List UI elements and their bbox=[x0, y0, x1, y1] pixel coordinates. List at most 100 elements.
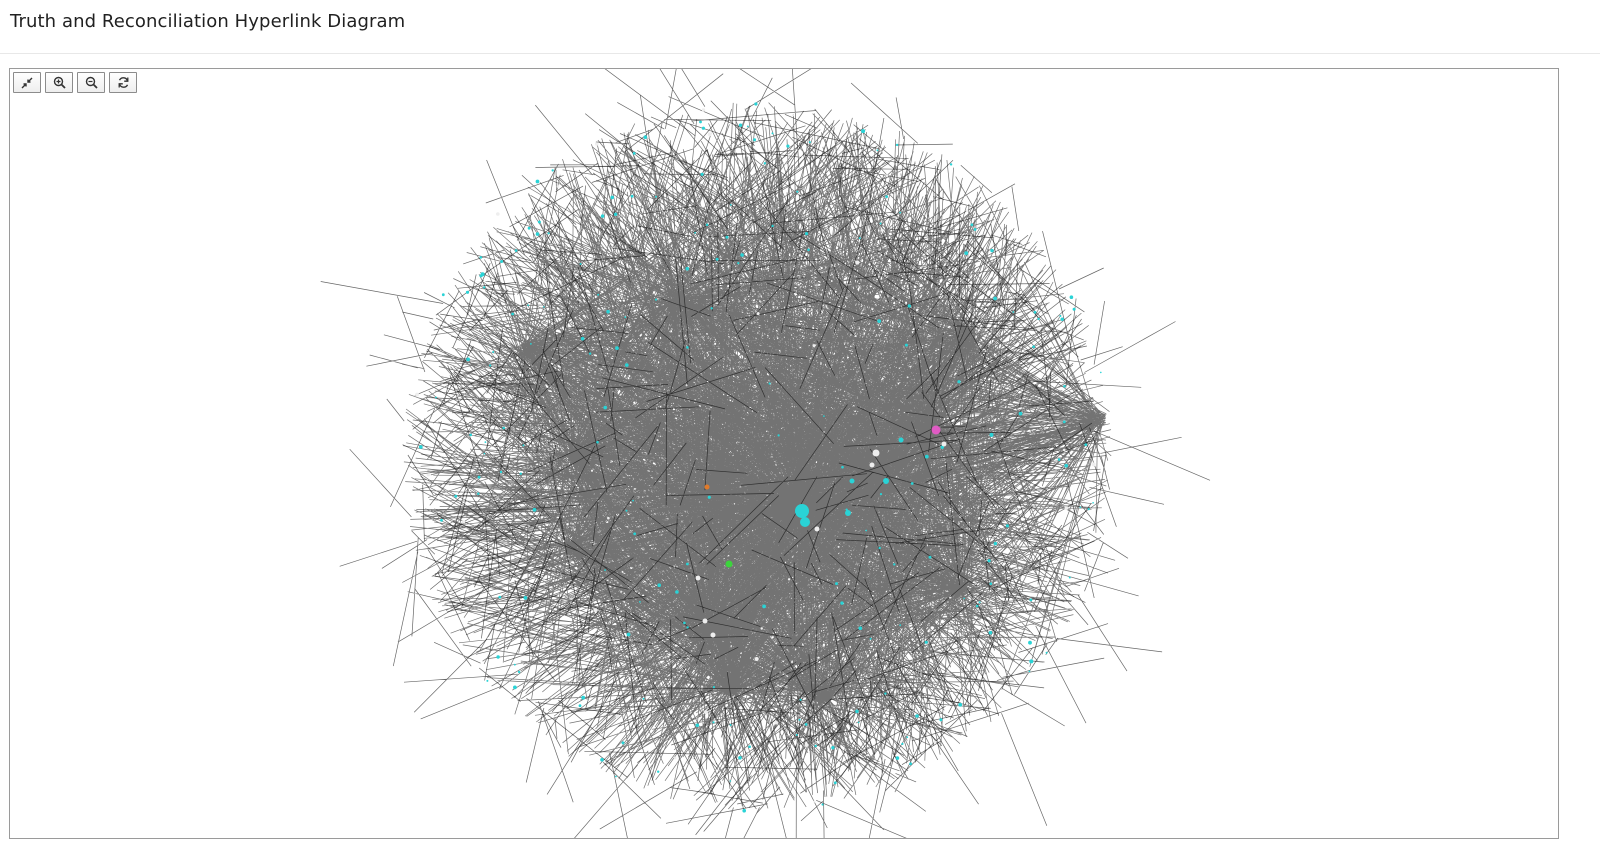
graph-node[interactable] bbox=[543, 577, 546, 580]
graph-node[interactable] bbox=[658, 703, 661, 706]
graph-node[interactable] bbox=[535, 179, 540, 184]
graph-node[interactable] bbox=[787, 153, 790, 156]
graph-node[interactable] bbox=[753, 138, 757, 142]
graph-node[interactable] bbox=[965, 209, 969, 212]
graph-node[interactable] bbox=[754, 657, 759, 661]
graph-node[interactable] bbox=[893, 563, 896, 566]
graph-node[interactable] bbox=[1063, 385, 1066, 388]
graph-node[interactable] bbox=[883, 478, 889, 484]
graph-node[interactable] bbox=[630, 625, 633, 628]
graph-node[interactable] bbox=[993, 541, 998, 546]
graph-node[interactable] bbox=[975, 604, 979, 608]
graph-node[interactable] bbox=[988, 630, 993, 635]
graph-node[interactable] bbox=[933, 740, 937, 744]
graph-node[interactable] bbox=[855, 260, 860, 265]
graph-node[interactable] bbox=[1069, 295, 1074, 299]
graph-node[interactable] bbox=[869, 462, 875, 468]
graph-node[interactable] bbox=[809, 357, 812, 360]
graph-node[interactable] bbox=[510, 274, 513, 278]
graph-node[interactable] bbox=[537, 220, 541, 224]
graph-node[interactable] bbox=[547, 232, 550, 235]
graph-node[interactable] bbox=[712, 721, 715, 724]
graph-node[interactable] bbox=[865, 529, 868, 532]
graph-node[interactable] bbox=[837, 545, 840, 548]
graph-node[interactable] bbox=[493, 251, 496, 254]
graph-node[interactable] bbox=[787, 578, 791, 581]
graph-node[interactable] bbox=[1060, 317, 1064, 321]
graph-node[interactable] bbox=[519, 472, 522, 475]
graph-node[interactable] bbox=[878, 546, 881, 550]
graph-node[interactable] bbox=[876, 149, 879, 152]
graph-node[interactable] bbox=[613, 212, 618, 216]
graph-node[interactable] bbox=[655, 195, 657, 198]
graph-node[interactable] bbox=[707, 495, 711, 499]
graph-node[interactable] bbox=[933, 315, 936, 318]
reset-button[interactable] bbox=[109, 72, 137, 93]
graph-node[interactable] bbox=[715, 257, 719, 261]
graph-node[interactable] bbox=[610, 195, 614, 200]
graph-node[interactable] bbox=[737, 262, 740, 265]
graph-node[interactable] bbox=[931, 425, 941, 435]
graph-node[interactable] bbox=[813, 800, 816, 803]
graph-node[interactable] bbox=[632, 152, 636, 155]
graph-node[interactable] bbox=[763, 162, 767, 165]
graph-node[interactable] bbox=[898, 437, 904, 443]
graph-node[interactable] bbox=[738, 123, 743, 127]
graph-node[interactable] bbox=[607, 516, 610, 520]
graph-node[interactable] bbox=[625, 509, 628, 512]
graph-node[interactable] bbox=[768, 382, 771, 385]
graph-node[interactable] bbox=[906, 376, 909, 379]
graph-node[interactable] bbox=[686, 562, 689, 566]
graph-node[interactable] bbox=[774, 720, 778, 725]
graph-node[interactable] bbox=[949, 163, 953, 166]
graph-node[interactable] bbox=[621, 741, 625, 745]
graph-node[interactable] bbox=[626, 632, 631, 637]
graph-node[interactable] bbox=[642, 697, 645, 700]
graph-node[interactable] bbox=[857, 721, 860, 724]
graph-node[interactable] bbox=[814, 526, 820, 532]
graph-node[interactable] bbox=[812, 344, 816, 348]
graph-node[interactable] bbox=[530, 343, 532, 345]
graph-node[interactable] bbox=[686, 346, 689, 349]
graph-node[interactable] bbox=[821, 733, 824, 736]
graph-node[interactable] bbox=[978, 601, 981, 604]
zoom-in-button[interactable] bbox=[45, 72, 73, 93]
graph-node[interactable] bbox=[556, 185, 559, 188]
graph-node[interactable] bbox=[928, 555, 932, 559]
graph-node[interactable] bbox=[462, 520, 466, 524]
graph-node[interactable] bbox=[907, 304, 911, 308]
graph-node[interactable] bbox=[1029, 598, 1033, 602]
graph-node[interactable] bbox=[814, 744, 817, 748]
graph-node[interactable] bbox=[1087, 508, 1090, 511]
graph-node[interactable] bbox=[957, 380, 961, 384]
graph-node[interactable] bbox=[855, 709, 859, 714]
graph-node[interactable] bbox=[924, 640, 928, 644]
graph-node[interactable] bbox=[657, 770, 660, 773]
graph-node[interactable] bbox=[712, 686, 716, 689]
graph-node[interactable] bbox=[1036, 327, 1041, 332]
graph-node[interactable] bbox=[993, 296, 997, 301]
graph-node[interactable] bbox=[804, 723, 808, 726]
graph-node[interactable] bbox=[1062, 420, 1066, 424]
graph-node[interactable] bbox=[858, 626, 863, 630]
graph-node[interactable] bbox=[1044, 583, 1047, 585]
graph-node[interactable] bbox=[742, 808, 746, 813]
graph-node[interactable] bbox=[1100, 371, 1102, 374]
graph-node[interactable] bbox=[683, 621, 686, 625]
graph-node[interactable] bbox=[729, 204, 732, 206]
graph-node[interactable] bbox=[1028, 670, 1031, 673]
graph-node[interactable] bbox=[498, 595, 502, 599]
graph-node[interactable] bbox=[780, 748, 783, 751]
graph-node[interactable] bbox=[508, 377, 511, 380]
graph-node[interactable] bbox=[705, 223, 709, 227]
graph-node[interactable] bbox=[840, 601, 844, 605]
graph-node[interactable] bbox=[899, 211, 902, 214]
graph-node[interactable] bbox=[740, 253, 744, 257]
graph-node[interactable] bbox=[792, 114, 794, 117]
graph-node[interactable] bbox=[466, 357, 470, 362]
graph-node[interactable] bbox=[483, 286, 486, 289]
graph-node[interactable] bbox=[921, 679, 924, 683]
graph-node[interactable] bbox=[477, 492, 480, 495]
graph-node[interactable] bbox=[777, 434, 780, 437]
graph-node[interactable] bbox=[868, 624, 871, 626]
